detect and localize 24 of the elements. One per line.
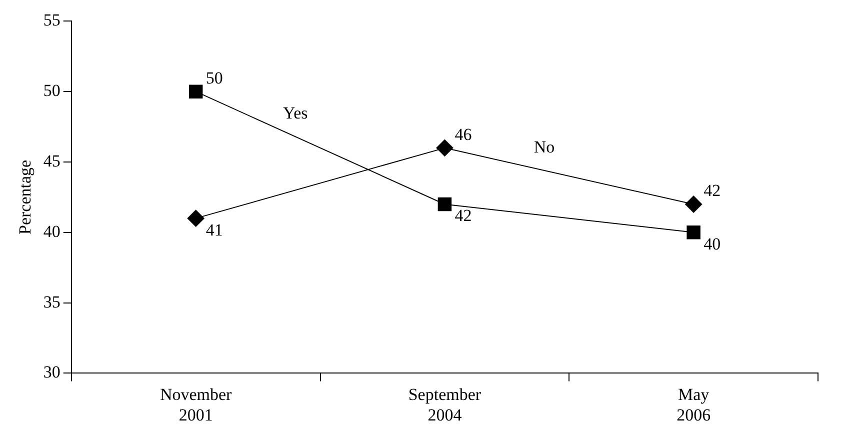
y-tick-label: 35 [43, 292, 60, 312]
point [686, 226, 700, 240]
y-axis-title: Percentage [16, 160, 35, 234]
point [188, 84, 203, 98]
x-tick-label: May 2006 [676, 384, 711, 424]
y-tick-label: 50 [43, 81, 60, 100]
y-tick-label: 45 [43, 151, 60, 170]
y-tick-label: 30 [43, 362, 60, 382]
y-tick-label: 55 [43, 10, 60, 30]
point [438, 197, 452, 212]
point [685, 196, 702, 213]
data-label: 42 [704, 181, 721, 200]
point [436, 139, 454, 156]
x-tick-label: November 2001 [160, 384, 232, 424]
data-label: 46 [454, 124, 472, 144]
data-label: 50 [206, 68, 223, 88]
point [187, 210, 204, 227]
data-label: 41 [206, 220, 223, 240]
series-label: Yes [283, 104, 308, 123]
y-tick-label: 40 [43, 222, 60, 241]
data-label: 40 [704, 234, 721, 254]
x-tick-label: September 2004 [408, 384, 482, 424]
data-label: 42 [454, 206, 472, 226]
series-label: No [534, 137, 555, 156]
